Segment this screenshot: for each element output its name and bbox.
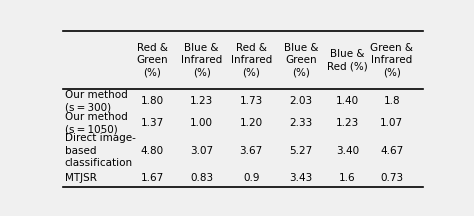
Text: Blue &
Red (%): Blue & Red (%) — [327, 49, 368, 71]
Text: Blue &
Green
(%): Blue & Green (%) — [283, 43, 318, 77]
Text: 4.80: 4.80 — [140, 146, 164, 156]
Text: 3.07: 3.07 — [190, 146, 213, 156]
Text: Red &
Green
(%): Red & Green (%) — [136, 43, 168, 77]
Text: 1.67: 1.67 — [140, 173, 164, 183]
Text: Our method
(s = 300): Our method (s = 300) — [65, 90, 128, 112]
Text: 2.33: 2.33 — [289, 118, 312, 128]
Text: 1.23: 1.23 — [336, 118, 359, 128]
Text: 1.20: 1.20 — [240, 118, 263, 128]
Text: 1.8: 1.8 — [383, 96, 400, 106]
Text: 1.07: 1.07 — [380, 118, 403, 128]
Text: 0.73: 0.73 — [380, 173, 403, 183]
Text: 4.67: 4.67 — [380, 146, 403, 156]
Text: 5.27: 5.27 — [289, 146, 312, 156]
Text: 3.43: 3.43 — [289, 173, 312, 183]
Text: Direct image-
based
classification: Direct image- based classification — [65, 133, 136, 168]
Text: 1.00: 1.00 — [190, 118, 213, 128]
Text: 1.80: 1.80 — [140, 96, 164, 106]
Text: 1.6: 1.6 — [339, 173, 356, 183]
Text: 3.67: 3.67 — [239, 146, 263, 156]
Text: 1.23: 1.23 — [190, 96, 213, 106]
Text: 1.73: 1.73 — [239, 96, 263, 106]
Text: 2.03: 2.03 — [289, 96, 312, 106]
Text: 1.37: 1.37 — [140, 118, 164, 128]
Text: 0.9: 0.9 — [243, 173, 259, 183]
Text: Green &
Infrared
(%): Green & Infrared (%) — [370, 43, 413, 77]
Text: 0.83: 0.83 — [190, 173, 213, 183]
Text: MTJSR: MTJSR — [65, 173, 97, 183]
Text: Red &
Infrared
(%): Red & Infrared (%) — [230, 43, 272, 77]
Text: Our method
(s = 1050): Our method (s = 1050) — [65, 112, 128, 134]
Text: Blue &
Infrared
(%): Blue & Infrared (%) — [181, 43, 222, 77]
Text: 1.40: 1.40 — [336, 96, 359, 106]
Text: 3.40: 3.40 — [336, 146, 359, 156]
